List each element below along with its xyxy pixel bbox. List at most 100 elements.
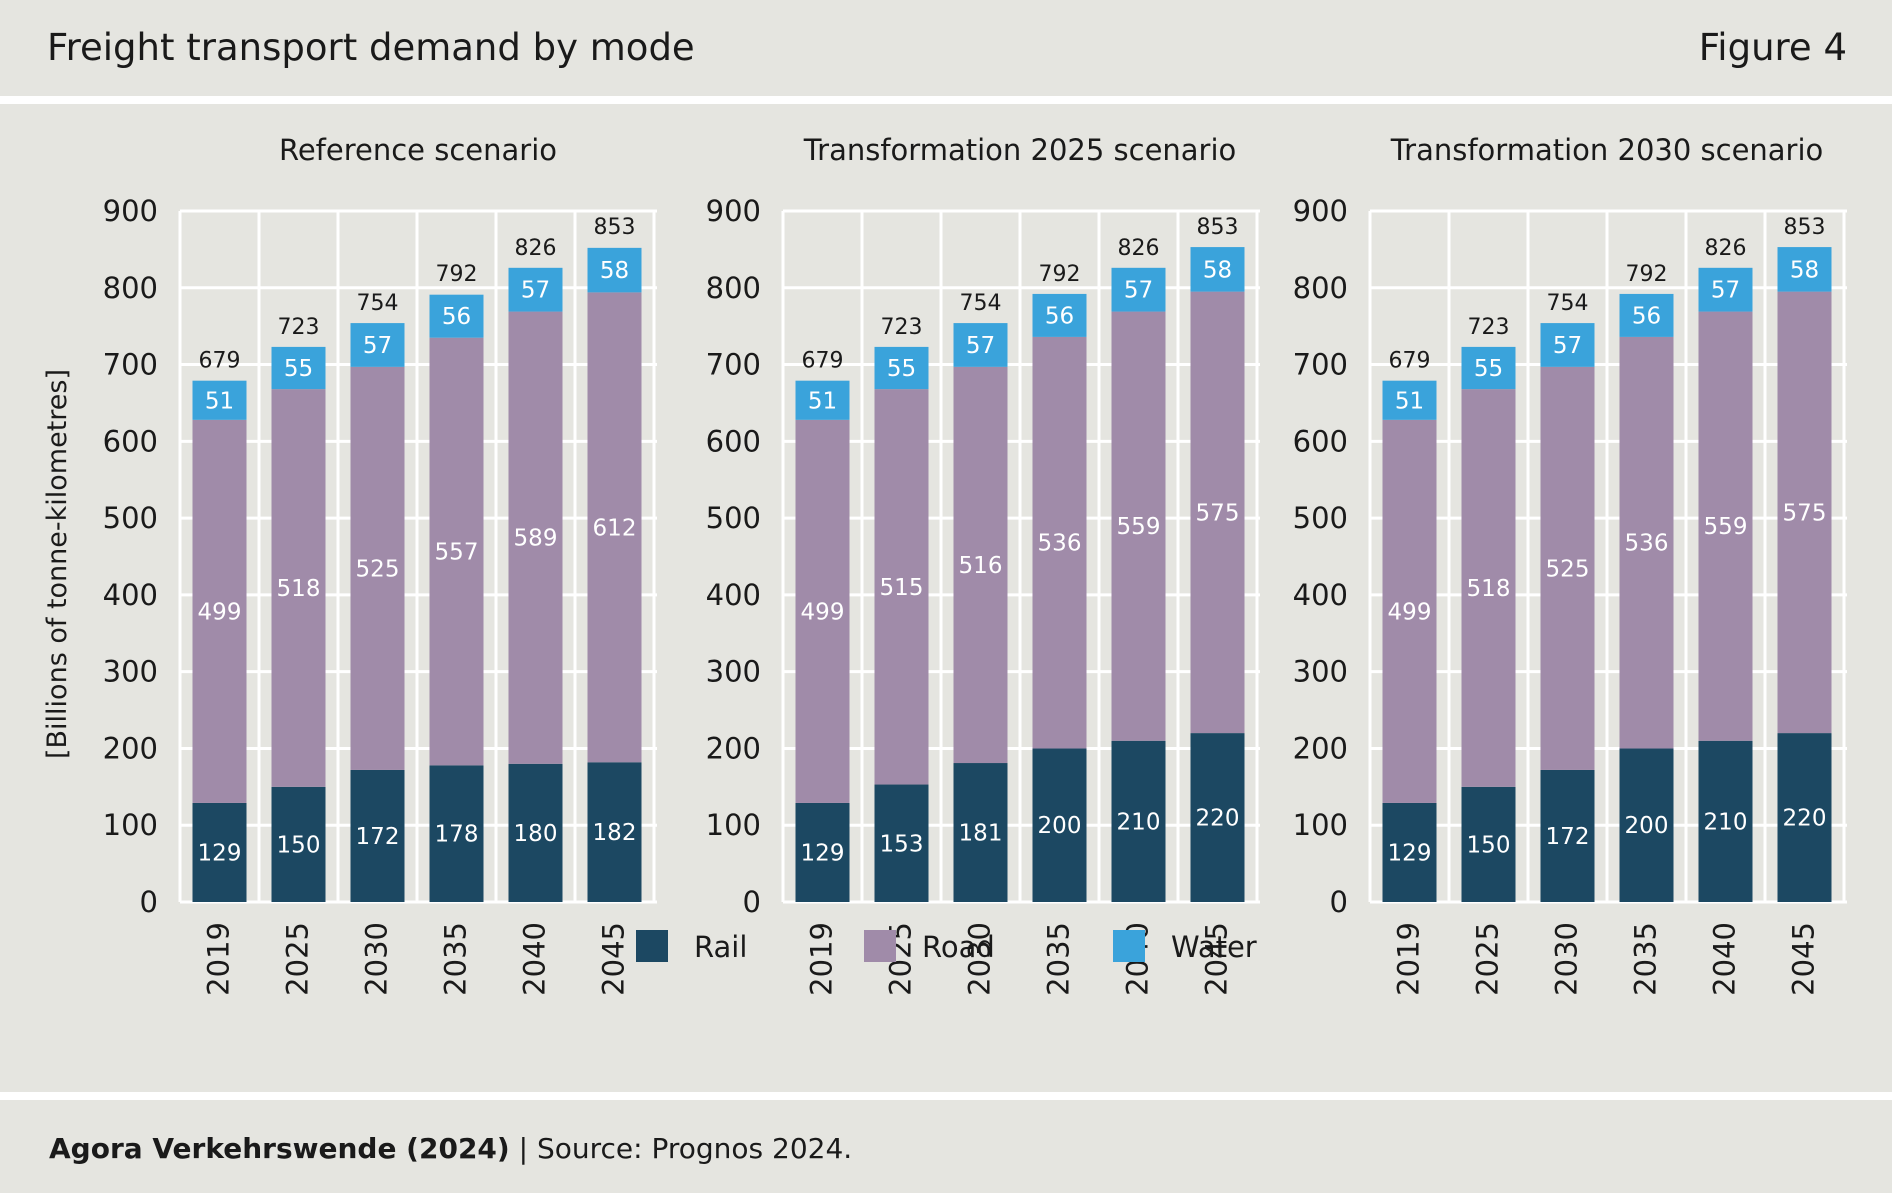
panel-title-2: Transformation 2025 scenario — [803, 133, 1237, 167]
bar-water — [192, 380, 247, 420]
data-label-rail: 129 — [1388, 840, 1432, 866]
x-tick-label: 2045 — [1200, 922, 1234, 996]
bar-total-label: 853 — [594, 215, 636, 240]
y-tick-label: 500 — [1293, 501, 1348, 535]
bar-water — [1032, 293, 1087, 337]
bar-rail — [429, 765, 484, 902]
data-label-road: 575 — [1783, 500, 1827, 526]
data-label-water: 51 — [1395, 388, 1424, 414]
y-tick-label: 900 — [1293, 194, 1348, 228]
legend-label-rail: Rail — [694, 930, 747, 964]
data-label-rail: 181 — [959, 821, 1003, 847]
bar-rail — [1032, 748, 1087, 902]
data-label-water: 57 — [363, 333, 392, 359]
bar-total-label: 792 — [1039, 262, 1081, 287]
bar-road — [795, 419, 850, 803]
footer-separator: | — [509, 1132, 537, 1165]
data-label-rail: 200 — [1038, 813, 1082, 839]
panel-title-3: Transformation 2030 scenario — [1390, 133, 1824, 167]
data-label-rail: 220 — [1196, 806, 1240, 832]
legend-swatch-water — [1113, 930, 1145, 962]
data-label-road: 559 — [1704, 514, 1748, 540]
bar-water — [350, 323, 405, 367]
data-label-water: 57 — [1553, 333, 1582, 359]
data-label-rail: 172 — [1546, 824, 1590, 850]
y-tick-label: 600 — [1293, 424, 1348, 458]
data-label-road: 557 — [435, 540, 479, 566]
y-tick-label: 0 — [743, 885, 761, 919]
data-label-road: 589 — [514, 526, 558, 552]
legend-label-road: Road — [922, 930, 995, 964]
bar-total-label: 679 — [802, 349, 844, 374]
bar-rail — [1777, 733, 1832, 902]
bar-rail — [795, 802, 850, 902]
bar-road — [271, 389, 326, 787]
footer-source: Source: Prognos 2024. — [536, 1132, 853, 1165]
data-label-rail: 129 — [801, 840, 845, 866]
bar-rail — [1190, 733, 1245, 902]
data-label-rail: 210 — [1704, 809, 1748, 835]
bar-road — [508, 311, 563, 764]
data-label-rail: 220 — [1783, 806, 1827, 832]
data-label-road: 518 — [277, 576, 321, 602]
bar-water — [1111, 267, 1166, 312]
footer-citation: Agora Verkehrswende (2024) | Source: Pro… — [49, 1132, 852, 1165]
y-tick-label: 100 — [1293, 808, 1348, 842]
data-label-water: 51 — [808, 388, 837, 414]
data-label-rail: 153 — [880, 831, 924, 857]
data-label-water: 56 — [1045, 303, 1074, 329]
y-tick-label: 100 — [706, 808, 761, 842]
data-label-road: 612 — [593, 515, 637, 541]
data-label-road: 536 — [1038, 531, 1082, 557]
x-tick-label: 2035 — [1042, 922, 1076, 996]
bar-total-label: 723 — [881, 315, 923, 340]
y-tick-label: 900 — [706, 194, 761, 228]
bar-water — [1382, 380, 1437, 420]
y-tick-label: 200 — [1293, 731, 1348, 765]
bar-rail — [953, 763, 1008, 902]
data-label-rail: 210 — [1117, 809, 1161, 835]
bar-road — [350, 366, 405, 770]
data-label-water: 55 — [1474, 356, 1503, 382]
y-axis-label: [Billions of tonne-kilometres] — [42, 369, 73, 759]
y-tick-label: 600 — [103, 424, 158, 458]
data-label-water: 58 — [1790, 257, 1819, 283]
bar-rail — [1461, 786, 1516, 902]
bar-total-label: 754 — [960, 291, 1002, 316]
bar-rail — [1111, 740, 1166, 902]
bar-water — [587, 247, 642, 293]
data-label-water: 57 — [1711, 278, 1740, 304]
bar-rail — [1619, 748, 1674, 902]
y-tick-label: 300 — [103, 655, 158, 689]
bar-road — [192, 419, 247, 803]
bar-water — [795, 380, 850, 420]
bar-road — [1032, 336, 1087, 749]
bar-water — [1461, 346, 1516, 390]
y-tick-label: 200 — [706, 731, 761, 765]
legend-label-water: Water — [1171, 930, 1257, 964]
bar-total-label: 826 — [1705, 236, 1747, 261]
data-label-rail: 172 — [356, 824, 400, 850]
x-tick-label: 2019 — [202, 922, 236, 996]
y-tick-label: 0 — [140, 885, 158, 919]
y-tick-label: 500 — [706, 501, 761, 535]
bar-road — [1111, 311, 1166, 741]
x-tick-label: 2019 — [1392, 922, 1426, 996]
x-tick-label: 2030 — [360, 922, 394, 996]
x-tick-label: 2025 — [281, 922, 315, 996]
bar-total-label: 826 — [1118, 236, 1160, 261]
data-label-road: 525 — [356, 556, 400, 582]
y-tick-label: 600 — [706, 424, 761, 458]
y-tick-label: 100 — [103, 808, 158, 842]
bar-total-label: 826 — [515, 236, 557, 261]
data-label-water: 57 — [1124, 278, 1153, 304]
y-tick-label: 800 — [1293, 271, 1348, 305]
x-tick-label: 2035 — [1629, 922, 1663, 996]
x-tick-label: 2025 — [1471, 922, 1505, 996]
footer-publisher: Agora Verkehrswende (2024) — [49, 1132, 510, 1165]
data-label-water: 58 — [1203, 257, 1232, 283]
data-label-road: 575 — [1196, 500, 1240, 526]
data-label-road: 499 — [1388, 599, 1432, 625]
bar-total-label: 723 — [278, 315, 320, 340]
legend-swatch-road — [864, 930, 896, 962]
